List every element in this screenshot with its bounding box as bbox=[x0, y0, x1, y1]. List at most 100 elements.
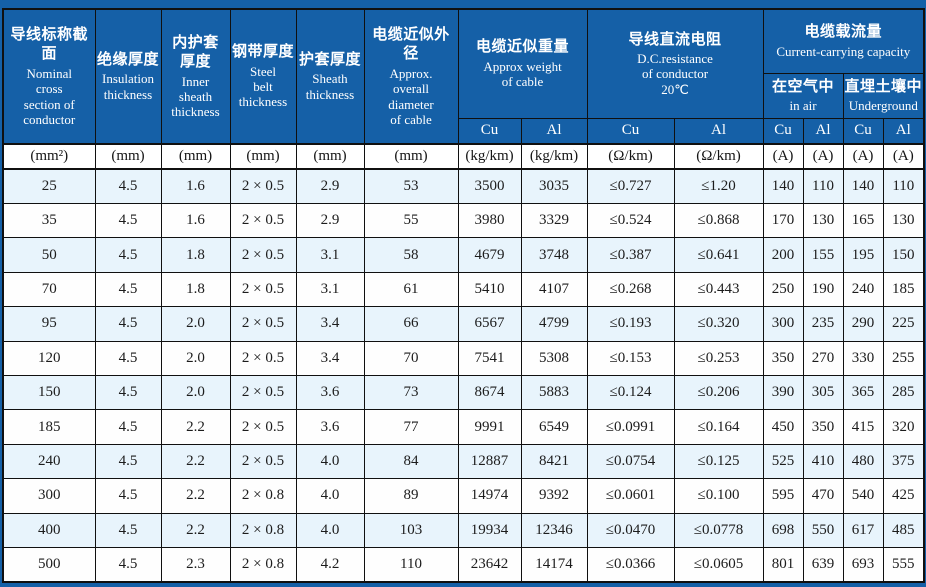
cell-r6-c13: 285 bbox=[882, 374, 925, 411]
cell-r6-c9: ≤0.206 bbox=[673, 374, 764, 411]
cell-r10-c11: 550 bbox=[802, 512, 844, 548]
cell-r0-c9: ≤1.20 bbox=[673, 168, 764, 204]
cell-r2-c3: 2 × 0.5 bbox=[229, 237, 297, 273]
header-metal-al: Al bbox=[520, 117, 588, 145]
cell-r1-c4: 2.9 bbox=[295, 202, 365, 239]
cable-spec-table: 导线标称截面 Nominal cross section of conducto… bbox=[2, 8, 926, 583]
cell-r11-c12: 693 bbox=[842, 546, 884, 583]
cell-r11-c3: 2 × 0.8 bbox=[229, 546, 297, 583]
cell-r7-c1: 4.5 bbox=[94, 409, 162, 445]
header-zh: 绝缘厚度 bbox=[96, 51, 159, 68]
cell-r2-c2: 1.8 bbox=[160, 237, 231, 273]
cell-r1-c9: ≤0.868 bbox=[673, 202, 764, 239]
cell-r2-c8: ≤0.387 bbox=[586, 237, 675, 273]
cell-r4-c11: 235 bbox=[802, 306, 844, 342]
header-inner-sheath-thickness: 内护套 厚度 Inner sheath thickness bbox=[160, 8, 231, 145]
cell-r8-c10: 525 bbox=[762, 443, 804, 480]
cell-r1-c6: 3980 bbox=[457, 202, 522, 239]
cell-r11-c13: 555 bbox=[882, 546, 925, 583]
cell-r8-c1: 4.5 bbox=[94, 443, 162, 480]
header-en: Insulation thickness bbox=[102, 71, 154, 102]
cell-r2-c7: 3748 bbox=[520, 237, 588, 273]
header-zh: 导线标称截面 bbox=[10, 26, 88, 63]
cell-r10-c4: 4.0 bbox=[295, 512, 365, 548]
cell-r11-c11: 639 bbox=[802, 546, 844, 583]
header-subgroup-underground: 直埋土壤中 Underground bbox=[842, 72, 925, 119]
header-zh: 护套厚度 bbox=[298, 51, 361, 68]
unit-cell: (kg/km) bbox=[457, 143, 522, 170]
header-group-resistance: 导线直流电阻 D.C.resistance of conductor 20℃ bbox=[586, 8, 764, 119]
cell-r7-c4: 3.6 bbox=[295, 409, 365, 445]
unit-cell: (mm) bbox=[363, 143, 459, 170]
cell-r11-c9: ≤0.0605 bbox=[673, 546, 764, 583]
cell-r0-c13: 110 bbox=[882, 168, 925, 204]
table-row: 400 4.5 2.2 2 × 0.8 4.0 103 19934 12346 ≤0.0470 ≤… bbox=[2, 512, 925, 548]
header-metal-al: Al bbox=[882, 117, 925, 145]
cell-r9-c10: 595 bbox=[762, 478, 804, 514]
table-row: 240 4.5 2.2 2 × 0.5 4.0 84 12887 8421 ≤0.0754 ≤0.… bbox=[2, 443, 925, 480]
cell-r9-c11: 470 bbox=[802, 478, 844, 514]
cell-r4-c3: 2 × 0.5 bbox=[229, 306, 297, 342]
header-sheath-thickness: 护套厚度 Sheath thickness bbox=[295, 8, 365, 145]
header-zh: 电缆近似重量 bbox=[476, 39, 570, 56]
cell-r7-c5: 77 bbox=[363, 409, 459, 445]
cell-r6-c1: 4.5 bbox=[94, 374, 162, 411]
header-en: Inner sheath thickness bbox=[171, 73, 220, 120]
table-row: 300 4.5 2.2 2 × 0.8 4.0 89 14974 9392 ≤0.0601 ≤0.… bbox=[2, 478, 925, 514]
cell-r5-c13: 255 bbox=[882, 340, 925, 376]
cell-r1-c11: 130 bbox=[802, 202, 844, 239]
table-row: 150 4.5 2.0 2 × 0.5 3.6 73 8674 5883 ≤0.124 ≤0.20… bbox=[2, 374, 925, 411]
cell-r5-c10: 350 bbox=[762, 340, 804, 376]
table-row: 185 4.5 2.2 2 × 0.5 3.6 77 9991 6549 ≤0.0991 ≤0.1… bbox=[2, 409, 925, 445]
header-zh: 直埋土壤中 bbox=[844, 78, 923, 95]
table-row: 35 4.5 1.6 2 × 0.5 2.9 55 3980 3329 ≤0.524 ≤0.868… bbox=[2, 202, 925, 239]
header-metal-cu: Cu bbox=[457, 117, 522, 145]
cell-r2-c12: 195 bbox=[842, 237, 884, 273]
cell-r10-c9: ≤0.0778 bbox=[673, 512, 764, 548]
cell-r7-c12: 415 bbox=[842, 409, 884, 445]
header-nominal-cross-section: 导线标称截面 Nominal cross section of conducto… bbox=[2, 8, 96, 145]
cell-r8-c0: 240 bbox=[2, 443, 96, 480]
header-en: Current-carrying capacity bbox=[776, 43, 911, 59]
cell-r7-c11: 350 bbox=[802, 409, 844, 445]
cell-r8-c12: 480 bbox=[842, 443, 884, 480]
cell-r3-c7: 4107 bbox=[520, 271, 588, 308]
cell-r4-c10: 300 bbox=[762, 306, 804, 342]
cell-r5-c4: 3.4 bbox=[295, 340, 365, 376]
cell-r9-c8: ≤0.0601 bbox=[586, 478, 675, 514]
cell-r0-c7: 3035 bbox=[520, 168, 588, 204]
cell-r1-c5: 55 bbox=[363, 202, 459, 239]
cell-r0-c4: 2.9 bbox=[295, 168, 365, 204]
cell-r9-c3: 2 × 0.8 bbox=[229, 478, 297, 514]
header-zh: 内护套 厚度 bbox=[172, 34, 219, 71]
header-insulation-thickness: 绝缘厚度 Insulation thickness bbox=[94, 8, 162, 145]
cell-r3-c3: 2 × 0.5 bbox=[229, 271, 297, 308]
cell-r10-c10: 698 bbox=[762, 512, 804, 548]
header-zh: 钢带厚度 bbox=[231, 44, 294, 61]
cell-r10-c8: ≤0.0470 bbox=[586, 512, 675, 548]
cell-r11-c10: 801 bbox=[762, 546, 804, 583]
header-metal-al: Al bbox=[802, 117, 844, 145]
cell-r9-c4: 4.0 bbox=[295, 478, 365, 514]
cell-r2-c0: 50 bbox=[2, 237, 96, 273]
cell-r11-c4: 4.2 bbox=[295, 546, 365, 583]
cell-r4-c1: 4.5 bbox=[94, 306, 162, 342]
cell-r1-c2: 1.6 bbox=[160, 202, 231, 239]
cell-r1-c8: ≤0.524 bbox=[586, 202, 675, 239]
cell-r10-c3: 2 × 0.8 bbox=[229, 512, 297, 548]
cell-r9-c0: 300 bbox=[2, 478, 96, 514]
cell-r10-c0: 400 bbox=[2, 512, 96, 548]
cell-r10-c2: 2.2 bbox=[160, 512, 231, 548]
cell-r6-c5: 73 bbox=[363, 374, 459, 411]
cell-r7-c7: 6549 bbox=[520, 409, 588, 445]
cell-r6-c6: 8674 bbox=[457, 374, 522, 411]
cell-r0-c3: 2 × 0.5 bbox=[229, 168, 297, 204]
cell-r10-c6: 19934 bbox=[457, 512, 522, 548]
cell-r0-c6: 3500 bbox=[457, 168, 522, 204]
cell-r6-c7: 5883 bbox=[520, 374, 588, 411]
header-en: Sheath thickness bbox=[305, 71, 355, 102]
cell-r5-c12: 330 bbox=[842, 340, 884, 376]
cell-r4-c8: ≤0.193 bbox=[586, 306, 675, 342]
cell-r5-c2: 2.0 bbox=[160, 340, 231, 376]
cell-r6-c2: 2.0 bbox=[160, 374, 231, 411]
